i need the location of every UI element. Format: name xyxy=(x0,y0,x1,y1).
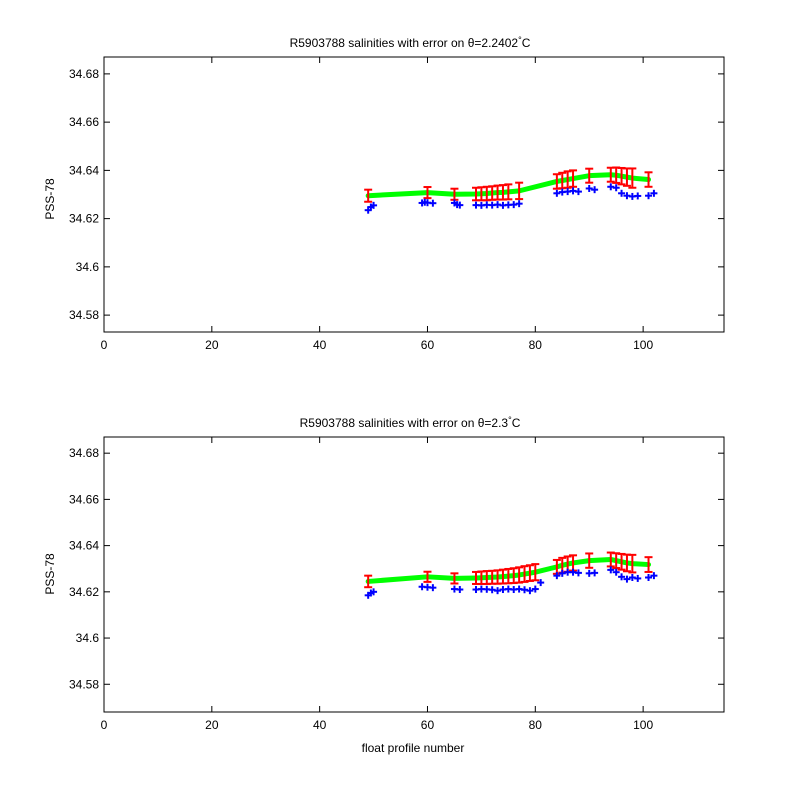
bottom-error-bar xyxy=(364,574,373,589)
bottom-error-bar xyxy=(628,553,637,574)
bottom-data-point xyxy=(537,579,545,587)
bottom-y-tick-label: 34.66 xyxy=(69,492,99,506)
top-data-point xyxy=(634,192,642,200)
bottom-measured-points xyxy=(364,566,658,599)
top-error-bar xyxy=(569,169,578,188)
top-error-bar xyxy=(644,171,653,188)
bottom-data-point xyxy=(429,584,437,592)
bottom-y-tick-label: 34.62 xyxy=(69,585,99,599)
bottom-subplot: R5903788 salinities with error on θ=2.3°… xyxy=(43,415,725,755)
top-error-bar xyxy=(423,186,432,200)
bottom-data-point xyxy=(612,568,620,576)
top-data-point xyxy=(612,184,620,192)
bottom-y-tick-label: 34.58 xyxy=(69,677,99,691)
top-y-axis-label: PSS-78 xyxy=(43,178,57,220)
top-error-bar xyxy=(504,183,513,201)
top-y-tick-label: 34.62 xyxy=(69,212,99,226)
bottom-y-tick-label: 34.6 xyxy=(76,631,100,645)
bottom-y-tick-label: 34.64 xyxy=(69,539,99,553)
bottom-data-point xyxy=(574,569,582,577)
top-error-bar xyxy=(515,181,524,201)
top-data-point xyxy=(574,188,582,196)
bottom-chart-title: R5903788 salinities with error on θ=2.3°… xyxy=(300,415,521,430)
top-data-point xyxy=(585,184,593,192)
top-x-tick-label: 80 xyxy=(529,338,543,352)
bottom-data-point xyxy=(531,585,539,593)
bottom-data-point xyxy=(634,574,642,582)
bottom-y-axis-label: PSS-78 xyxy=(43,553,57,595)
top-error-bar xyxy=(628,167,637,189)
bottom-axes-frame xyxy=(103,436,725,713)
top-error-bar xyxy=(585,167,594,184)
bottom-data-point xyxy=(370,588,378,596)
bottom-data-point xyxy=(623,575,631,583)
bottom-data-point xyxy=(553,572,561,580)
top-data-point xyxy=(650,189,658,197)
bottom-x-tick-label: 20 xyxy=(205,718,219,732)
bottom-error-bar xyxy=(531,563,540,582)
bottom-error-bar xyxy=(644,556,653,573)
top-x-tick-label: 20 xyxy=(205,338,219,352)
top-error-bars xyxy=(364,166,653,203)
top-data-point xyxy=(618,189,626,197)
top-y-tick-label: 34.66 xyxy=(69,115,99,129)
top-axes-frame xyxy=(103,56,725,333)
bottom-error-bar xyxy=(585,552,594,569)
top-data-point xyxy=(645,192,653,200)
bottom-data-point xyxy=(558,569,566,577)
top-x-tick-label: 100 xyxy=(633,338,653,352)
top-data-point xyxy=(456,201,464,209)
bottom-data-point xyxy=(618,573,626,581)
x-axis-label: float profile number xyxy=(362,741,465,755)
top-data-point xyxy=(553,189,561,197)
bottom-data-point xyxy=(650,572,658,580)
top-fit-curve xyxy=(365,172,652,199)
bottom-error-bars xyxy=(364,551,653,589)
bottom-x-tick-label: 80 xyxy=(529,718,543,732)
top-subplot: R5903788 salinities with error on θ=2.24… xyxy=(43,35,725,352)
bottom-x-tick-label: 60 xyxy=(421,718,435,732)
bottom-x-tick-label: 0 xyxy=(101,718,108,732)
bottom-data-point xyxy=(591,569,599,577)
top-axis-ticks: 0 20 40 60 80 100 34.58 34.6 34.62 34.64 34.66 34.6… xyxy=(69,57,724,352)
top-data-point xyxy=(429,199,437,207)
top-error-bar xyxy=(364,188,373,203)
top-data-point xyxy=(591,186,599,194)
top-y-tick-label: 34.64 xyxy=(69,163,99,177)
top-y-tick-label: 34.58 xyxy=(69,308,99,322)
bottom-x-tick-label: 100 xyxy=(633,718,653,732)
top-y-tick-label: 34.6 xyxy=(76,260,100,274)
bottom-data-point xyxy=(526,587,534,595)
top-data-point xyxy=(370,201,378,209)
top-x-tick-label: 60 xyxy=(421,338,435,352)
bottom-y-tick-label: 34.68 xyxy=(69,446,99,460)
top-x-tick-label: 0 xyxy=(101,338,108,352)
top-y-tick-label: 34.68 xyxy=(69,67,99,81)
top-data-point xyxy=(515,200,523,208)
bottom-data-point xyxy=(607,566,615,574)
bottom-data-point xyxy=(456,586,464,594)
top-fit-line xyxy=(365,172,652,199)
bottom-error-bar xyxy=(450,572,459,585)
bottom-x-tick-label: 40 xyxy=(313,718,327,732)
top-measured-points xyxy=(364,183,658,214)
bottom-error-bar xyxy=(423,570,432,583)
bottom-axis-ticks: 0 20 40 60 80 100 34.58 34.6 34.62 34.64 34.66 34.6… xyxy=(69,437,724,732)
top-x-tick-label: 40 xyxy=(313,338,327,352)
top-chart-title: R5903788 salinities with error on θ=2.24… xyxy=(290,35,531,50)
bottom-data-point xyxy=(645,574,653,582)
bottom-data-point xyxy=(494,587,502,595)
